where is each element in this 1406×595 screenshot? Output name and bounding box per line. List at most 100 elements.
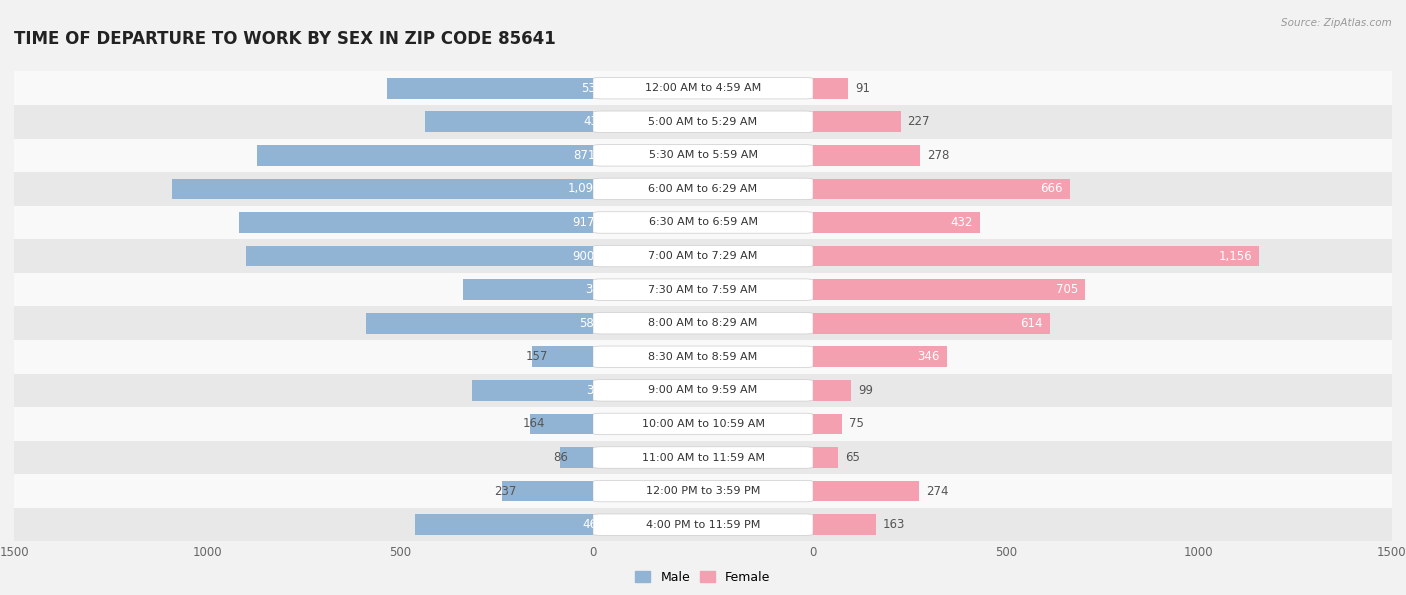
Bar [593, 374, 813, 407]
Text: 5:30 AM to 5:59 AM: 5:30 AM to 5:59 AM [648, 151, 758, 160]
Text: TIME OF DEPARTURE TO WORK BY SEX IN ZIP CODE 85641: TIME OF DEPARTURE TO WORK BY SEX IN ZIP … [14, 30, 555, 48]
Text: 534: 534 [581, 82, 603, 95]
Bar [366, 313, 593, 334]
Text: 435: 435 [583, 115, 605, 129]
Text: 589: 589 [579, 317, 602, 330]
Bar [593, 206, 813, 239]
Bar [530, 414, 593, 434]
Bar [813, 508, 1392, 541]
Text: 871: 871 [572, 149, 595, 162]
Bar [813, 380, 851, 401]
Text: 157: 157 [526, 350, 548, 364]
Bar [813, 441, 1392, 474]
Bar [593, 239, 813, 273]
Bar [813, 279, 1085, 300]
Text: Source: ZipAtlas.com: Source: ZipAtlas.com [1281, 18, 1392, 28]
Bar [813, 239, 1392, 273]
Text: 6:00 AM to 6:29 AM: 6:00 AM to 6:29 AM [648, 184, 758, 194]
Text: 1,156: 1,156 [1219, 249, 1253, 262]
Bar [246, 246, 593, 267]
Text: 614: 614 [1021, 317, 1043, 330]
Bar [813, 340, 1392, 374]
FancyBboxPatch shape [593, 413, 813, 435]
FancyBboxPatch shape [593, 178, 813, 200]
Text: 6:30 AM to 6:59 AM: 6:30 AM to 6:59 AM [648, 218, 758, 227]
Bar [813, 474, 1392, 508]
Text: 86: 86 [553, 451, 568, 464]
FancyBboxPatch shape [593, 279, 813, 300]
FancyBboxPatch shape [593, 380, 813, 401]
Text: 917: 917 [572, 216, 595, 229]
FancyBboxPatch shape [593, 111, 813, 133]
Bar [173, 178, 593, 199]
Bar [533, 346, 593, 367]
Bar [14, 374, 593, 407]
Bar [14, 206, 593, 239]
Bar [813, 212, 980, 233]
Bar [813, 306, 1392, 340]
Bar [239, 212, 593, 233]
Text: 274: 274 [925, 484, 948, 497]
Bar [14, 306, 593, 340]
Text: 164: 164 [523, 418, 546, 430]
FancyBboxPatch shape [593, 145, 813, 166]
Bar [593, 71, 813, 105]
Bar [593, 340, 813, 374]
Bar [502, 481, 593, 502]
Bar [14, 71, 593, 105]
Text: 336: 336 [585, 283, 607, 296]
Bar [415, 514, 593, 535]
FancyBboxPatch shape [593, 514, 813, 536]
Text: 346: 346 [917, 350, 939, 364]
Text: 9:00 AM to 9:59 AM: 9:00 AM to 9:59 AM [648, 386, 758, 395]
Text: 7:00 AM to 7:29 AM: 7:00 AM to 7:29 AM [648, 251, 758, 261]
Bar [813, 407, 1392, 441]
Text: 7:30 AM to 7:59 AM: 7:30 AM to 7:59 AM [648, 284, 758, 295]
Bar [813, 481, 918, 502]
Text: 10:00 AM to 10:59 AM: 10:00 AM to 10:59 AM [641, 419, 765, 429]
Text: 666: 666 [1040, 183, 1063, 195]
FancyBboxPatch shape [593, 245, 813, 267]
FancyBboxPatch shape [593, 312, 813, 334]
Text: 4:00 PM to 11:59 PM: 4:00 PM to 11:59 PM [645, 519, 761, 530]
Bar [593, 407, 813, 441]
Bar [593, 273, 813, 306]
Text: 91: 91 [855, 82, 870, 95]
Text: 314: 314 [586, 384, 609, 397]
Bar [813, 111, 901, 132]
Bar [593, 105, 813, 139]
Bar [14, 441, 593, 474]
Text: 432: 432 [950, 216, 973, 229]
Text: 12:00 AM to 4:59 AM: 12:00 AM to 4:59 AM [645, 83, 761, 93]
Text: 12:00 PM to 3:59 PM: 12:00 PM to 3:59 PM [645, 486, 761, 496]
Bar [257, 145, 593, 166]
Bar [813, 105, 1392, 139]
FancyBboxPatch shape [593, 480, 813, 502]
Legend: Male, Female: Male, Female [630, 566, 776, 588]
Text: 5:00 AM to 5:29 AM: 5:00 AM to 5:29 AM [648, 117, 758, 127]
Text: 99: 99 [858, 384, 873, 397]
Text: 8:00 AM to 8:29 AM: 8:00 AM to 8:29 AM [648, 318, 758, 328]
Bar [593, 139, 813, 172]
FancyBboxPatch shape [593, 77, 813, 99]
Text: 462: 462 [582, 518, 605, 531]
Bar [14, 105, 593, 139]
Bar [813, 447, 838, 468]
Text: 163: 163 [883, 518, 905, 531]
Text: 75: 75 [849, 418, 863, 430]
Bar [472, 380, 593, 401]
Bar [593, 508, 813, 541]
Bar [593, 441, 813, 474]
FancyBboxPatch shape [593, 346, 813, 368]
Bar [813, 71, 1392, 105]
Bar [813, 313, 1050, 334]
Bar [813, 172, 1392, 206]
Text: 278: 278 [927, 149, 949, 162]
Bar [14, 340, 593, 374]
Bar [813, 374, 1392, 407]
Text: 1,090: 1,090 [568, 183, 602, 195]
Bar [593, 474, 813, 508]
Bar [14, 139, 593, 172]
Bar [14, 239, 593, 273]
Bar [813, 145, 921, 166]
